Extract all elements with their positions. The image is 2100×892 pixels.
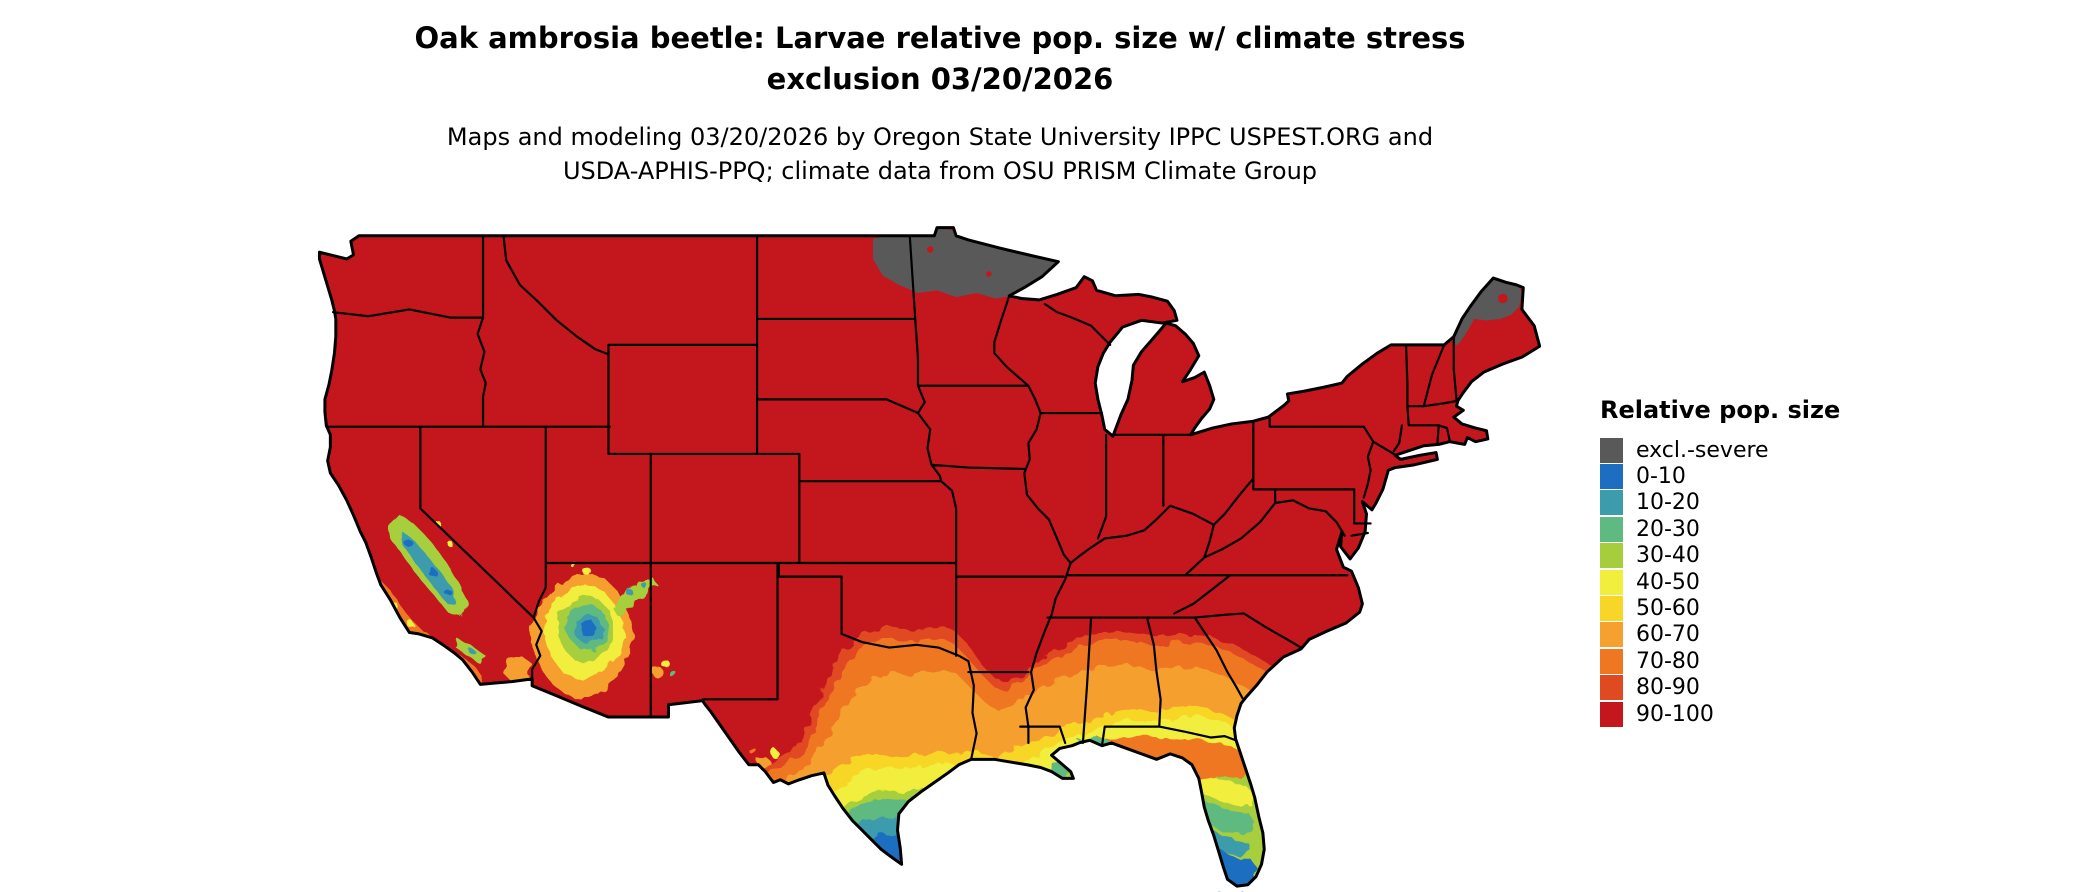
legend-swatch-40-50 [1600, 569, 1623, 595]
gila-orange-spot [652, 666, 664, 678]
legend-item: 50-60 [1600, 595, 1840, 622]
socal-teal-spot [469, 648, 475, 655]
socal-yellow-spot [452, 657, 460, 665]
legend-item: 0-10 [1600, 463, 1840, 490]
imperial-valley-orange [502, 655, 533, 683]
legend-item: 60-70 [1600, 622, 1840, 648]
legend-swatch-0-10 [1600, 464, 1623, 490]
legend-item: 20-30 [1600, 516, 1840, 542]
legend-label: 50-60 [1636, 596, 1700, 622]
page-subtitle: Maps and modeling 03/20/2026 by Oregon S… [0, 120, 1880, 188]
legend-label: 90-100 [1636, 701, 1714, 727]
legend-swatch-80-90 [1600, 675, 1623, 701]
legend-label: 70-80 [1636, 648, 1700, 674]
legend-swatch-90-100 [1600, 701, 1623, 727]
sierra-blue-spot [405, 539, 414, 549]
mogollon-teal-spot [641, 582, 647, 588]
minnesota-red-speck [926, 246, 934, 253]
us-outline [317, 226, 1541, 888]
legend-swatch-20-30 [1600, 516, 1623, 542]
legend-item: excl.-severe [1600, 437, 1840, 463]
florida-central-yellow [1193, 778, 1255, 806]
legend-swatch-10-20 [1600, 490, 1623, 516]
legend-item: 90-100 [1600, 701, 1840, 727]
legend-swatch-60-70 [1600, 622, 1623, 648]
legend-item: 40-50 [1600, 569, 1840, 595]
bigbend-orange-spot [749, 747, 757, 755]
coast-yellow-spot [406, 619, 413, 627]
gila-green-spot [670, 671, 678, 679]
state-borders [325, 234, 1459, 761]
davis-mtns-yellow-spot [770, 749, 779, 758]
nevada-yellow-spot [447, 541, 454, 547]
sierra-teal [401, 530, 456, 604]
legend-label: 80-90 [1636, 675, 1700, 701]
band-0-10-texas [851, 828, 955, 887]
legend-swatch-30-40 [1600, 543, 1623, 569]
legend-label: 40-50 [1636, 569, 1700, 595]
mogollon-arm-yellowgreen [611, 576, 658, 618]
us-map [317, 226, 1541, 892]
minnesota-red-speck [986, 271, 992, 277]
title-line-2: exclusion 03/20/2026 [766, 62, 1114, 96]
legend-title: Relative pop. size [1600, 396, 1841, 424]
davis-mtns-orange-spot [758, 756, 770, 768]
legend: Relative pop. size excl.-severe 0-10 10-… [1600, 396, 1840, 727]
legend-label: excl.-severe [1636, 437, 1769, 463]
florida-central-green [1197, 800, 1255, 836]
legend-swatch-70-80 [1600, 648, 1623, 674]
gila-yellow-spot [661, 659, 670, 668]
legend-swatch-50-60 [1600, 596, 1623, 622]
legend-label: 30-40 [1636, 543, 1700, 569]
legend-label: 10-20 [1636, 490, 1700, 516]
legend-label: 20-30 [1636, 516, 1700, 542]
legend-swatch-excl-severe [1600, 437, 1623, 463]
mogollon-teal-spot [626, 589, 634, 597]
legend-item: 10-20 [1600, 490, 1840, 516]
legend-label: 60-70 [1636, 622, 1700, 648]
florida-south-teal [1202, 824, 1252, 858]
arizona-north-yellow-spot [582, 567, 591, 576]
sierra-blue-spot [429, 569, 439, 578]
subtitle-line-1: Maps and modeling 03/20/2026 by Oregon S… [446, 123, 1434, 151]
sierra-blue-spot [445, 589, 453, 597]
legend-item: 70-80 [1600, 648, 1840, 674]
page-title: Oak ambrosia beetle: Larvae relative pop… [0, 18, 1880, 100]
legend-label: 0-10 [1636, 464, 1686, 490]
title-line-1: Oak ambrosia beetle: Larvae relative pop… [414, 21, 1466, 55]
region-90-100-base [319, 227, 1540, 887]
legend-item: 30-40 [1600, 543, 1840, 569]
legend-item: 80-90 [1600, 675, 1840, 701]
arizona-blue [581, 620, 598, 637]
maine-red-speck [1498, 293, 1508, 304]
exclusion-region-minnesota [872, 227, 1059, 299]
subtitle-line-2: USDA-APHIS-PPQ; climate data from OSU PR… [562, 157, 1318, 185]
